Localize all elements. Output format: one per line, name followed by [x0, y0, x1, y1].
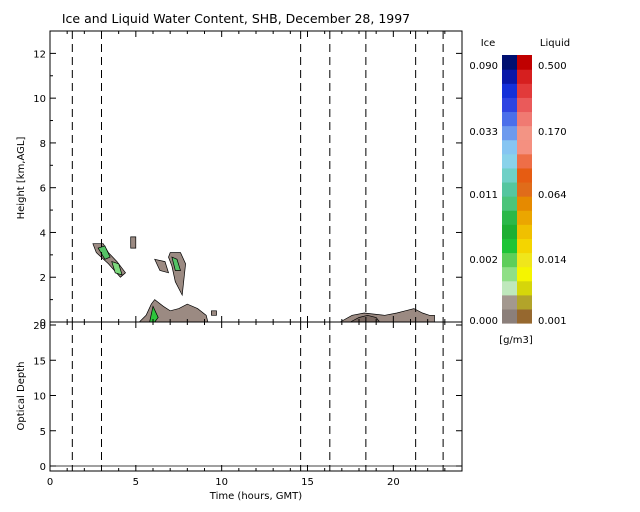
colorbar-units: [g/m3] [499, 335, 533, 346]
colorbar-liquid-tick-label-1: 0.170 [538, 127, 567, 138]
cloud-region-liquid-upper-left-2 [111, 261, 123, 276]
colorbar-liquid-tick-label-0: 0.500 [538, 61, 567, 72]
colorbar-ice-tick-label-3: 0.002 [469, 255, 498, 266]
bottom-xtick-label-4: 20 [387, 477, 400, 488]
top-panel: 0 2 4 6 8 10 12 Height [km,AGL] [16, 30, 463, 329]
colorbar-ice-swatch-7 [502, 210, 517, 225]
colorbar-ice-swatch-8 [502, 196, 517, 211]
top-ytick-label-6: 12 [33, 49, 46, 60]
colorbar-liquid-tick-label-4: 0.001 [538, 316, 567, 327]
colorbar-ice-swatch-5 [502, 238, 517, 254]
colorbar-liquid-swatch-15 [517, 97, 532, 113]
chart-title: Ice and Liquid Water Content, SHB, Decem… [62, 11, 410, 26]
cloud-region-ice-small-a [130, 236, 137, 249]
colorbar-ice-tick-label-4: 0.000 [469, 316, 498, 327]
colorbar-liquid-swatch-9 [517, 181, 532, 197]
colorbar-liquid-swatch-0 [517, 308, 532, 324]
colorbar-ice-swatch-15 [502, 97, 517, 113]
bottom-dashed-lines [71, 322, 444, 471]
top-ylabel: Height [km,AGL] [16, 137, 27, 220]
bottom-ytick-label-2: 10 [33, 392, 46, 403]
colorbar-ticks: 0.090 0.033 0.011 0.002 0.000 0.500 0.170 0.064… [469, 61, 566, 327]
colorbar-ice-swatch-4 [502, 252, 517, 268]
top-ytick-label-2: 4 [40, 228, 46, 239]
colorbar-liquid-swatch-7 [517, 210, 532, 225]
bottom-plot-frame [49, 321, 463, 472]
bottom-xtick-label-3: 15 [301, 477, 314, 488]
colorbar: Ice Liquid 0.090 0.033 0.011 0.002 0.000 0.50… [469, 38, 570, 346]
colorbar-ice-label: Ice [481, 38, 496, 49]
top-ytick-label-0: 0 [40, 318, 46, 329]
cloud-region-liquid-upper-mid [171, 256, 181, 271]
colorbar-liquid-column [517, 55, 532, 324]
top-axes: 0 2 4 6 8 10 12 [33, 31, 463, 329]
colorbar-liquid-swatch-16 [517, 83, 532, 98]
cloud-regions [92, 236, 435, 323]
colorbar-ice-swatch-13 [502, 125, 517, 141]
colorbar-liquid-swatch-6 [517, 224, 532, 239]
colorbar-ice-swatch-2 [502, 280, 517, 296]
colorbar-ice-tick-label-1: 0.033 [469, 127, 498, 138]
colorbar-liquid-swatch-5 [517, 238, 532, 254]
bottom-ytick-label-3: 15 [33, 356, 46, 367]
colorbar-liquid-swatch-4 [517, 252, 532, 268]
colorbar-ice-tick-label-0: 0.090 [469, 61, 498, 72]
colorbar-liquid-tick-label-3: 0.014 [538, 255, 567, 266]
bottom-xtick-label-0: 0 [47, 477, 53, 488]
top-plot-frame [49, 30, 463, 323]
colorbar-liquid-swatch-10 [517, 167, 532, 183]
colorbar-ice-swatch-12 [502, 139, 517, 155]
colorbar-ice-swatch-6 [502, 224, 517, 239]
cloud-region-ice-lower-mid [138, 299, 209, 323]
cloud-region-ice-upper-mid-a [154, 258, 170, 274]
colorbar-ice-swatch-11 [502, 153, 517, 169]
colorbar-liquid-swatch-1 [517, 294, 532, 310]
colorbar-ice-swatch-9 [502, 181, 517, 197]
cloud-region-ice-upper-mid-b [168, 252, 186, 297]
top-ytick-label-4: 8 [40, 139, 46, 150]
top-ytick-label-5: 10 [33, 94, 46, 105]
bottom-xtick-label-1: 5 [133, 477, 139, 488]
colorbar-ice-tick-label-2: 0.011 [469, 190, 498, 201]
colorbar-ice-swatch-16 [502, 83, 517, 98]
colorbar-ice-swatch-10 [502, 167, 517, 183]
colorbar-liquid-swatch-18 [517, 55, 532, 70]
colorbar-liquid-swatch-13 [517, 125, 532, 141]
colorbar-ice-swatch-18 [502, 55, 517, 70]
colorbar-liquid-swatch-12 [517, 139, 532, 155]
colorbar-ice-swatch-17 [502, 69, 517, 84]
colorbar-ice-column [502, 55, 517, 324]
colorbar-liquid-tick-label-2: 0.064 [538, 190, 567, 201]
colorbar-ice-swatch-1 [502, 294, 517, 310]
colorbar-ice-swatch-14 [502, 111, 517, 127]
colorbar-liquid-swatch-17 [517, 69, 532, 84]
colorbar-liquid-swatch-11 [517, 153, 532, 169]
colorbar-ice-swatch-3 [502, 266, 517, 282]
colorbar-liquid-swatch-8 [517, 196, 532, 211]
bottom-ytick-label-0: 0 [40, 462, 46, 473]
cloud-region-liquid-upper-left-1 [97, 245, 111, 260]
bottom-ytick-label-4: 20 [33, 321, 46, 332]
bottom-ylabel: Optical Depth [16, 362, 27, 431]
colorbar-liquid-swatch-2 [517, 280, 532, 296]
top-ytick-label-1: 2 [40, 273, 46, 284]
top-dashed-lines [71, 31, 444, 322]
bottom-ytick-label-1: 5 [40, 427, 46, 438]
colorbar-ice-swatch-0 [502, 308, 517, 324]
colorbar-liquid-swatch-14 [517, 111, 532, 127]
colorbar-liquid-label: Liquid [540, 38, 570, 49]
cloud-region-ice-small-b [211, 310, 217, 316]
bottom-xlabel: Time (hours, GMT) [209, 491, 303, 502]
bottom-xtick-label-2: 10 [215, 477, 228, 488]
top-ytick-label-3: 6 [40, 184, 46, 195]
colorbar-liquid-swatch-3 [517, 266, 532, 282]
